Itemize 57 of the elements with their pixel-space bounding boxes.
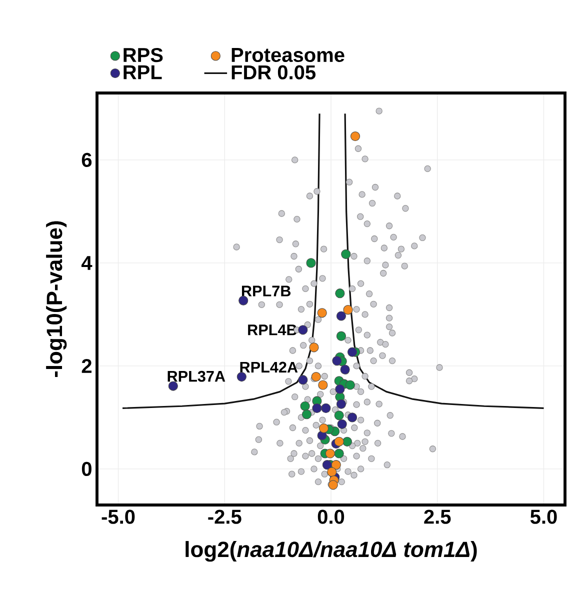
point bbox=[327, 467, 337, 477]
x-tick-label: 5.0 bbox=[530, 510, 557, 524]
point bbox=[317, 308, 327, 318]
x-tick-label: -5.0 bbox=[102, 510, 135, 524]
point bbox=[168, 381, 178, 391]
point bbox=[318, 423, 329, 434]
legend-label: Proteasome bbox=[232, 48, 344, 62]
point bbox=[350, 131, 360, 142]
annotation: RPL7B bbox=[242, 286, 291, 296]
point bbox=[300, 401, 310, 411]
point bbox=[345, 380, 355, 390]
point bbox=[334, 410, 344, 420]
point bbox=[325, 448, 335, 458]
annotation: RPL37A bbox=[168, 370, 226, 382]
point bbox=[335, 288, 345, 298]
point bbox=[343, 305, 353, 315]
legend-label: RPS bbox=[124, 48, 163, 62]
point bbox=[336, 331, 346, 341]
point bbox=[236, 372, 246, 382]
point bbox=[318, 380, 328, 390]
y-tick-label: 4 bbox=[81, 256, 92, 270]
y-tick-label: 6 bbox=[82, 152, 92, 168]
legend-label: FDR 0.05 bbox=[232, 65, 316, 80]
annotation: RPL42A bbox=[240, 362, 298, 372]
point bbox=[321, 403, 331, 413]
point bbox=[298, 375, 308, 385]
point bbox=[342, 436, 352, 446]
point bbox=[335, 384, 345, 394]
point bbox=[332, 356, 342, 366]
point bbox=[306, 258, 316, 268]
point bbox=[302, 410, 312, 420]
x-tick-label: -2.5 bbox=[208, 510, 242, 524]
point bbox=[347, 412, 358, 422]
point bbox=[322, 460, 332, 470]
point bbox=[331, 460, 341, 470]
x-axis-title: log2(naa10Δ/naa10Δ tom1Δ) bbox=[186, 541, 477, 562]
y-tick-label: 0 bbox=[82, 462, 92, 476]
point bbox=[309, 342, 319, 352]
point bbox=[347, 347, 358, 357]
point bbox=[311, 372, 321, 382]
point bbox=[340, 364, 350, 374]
y-tick-label: 2 bbox=[82, 358, 92, 373]
x-tick-label: 2.5 bbox=[424, 510, 451, 524]
point bbox=[298, 325, 308, 335]
point bbox=[328, 480, 338, 490]
point bbox=[341, 249, 351, 259]
legend-label: RPL bbox=[124, 65, 162, 80]
point bbox=[238, 296, 248, 306]
point bbox=[336, 311, 346, 321]
y-axis-title: -log10(P-value) bbox=[46, 221, 67, 377]
point bbox=[334, 448, 344, 458]
point bbox=[336, 399, 346, 409]
point bbox=[334, 436, 344, 446]
point bbox=[312, 403, 322, 413]
point bbox=[337, 419, 347, 429]
x-tick-label: 0.0 bbox=[318, 510, 344, 524]
annotation: RPL4B bbox=[248, 324, 297, 336]
